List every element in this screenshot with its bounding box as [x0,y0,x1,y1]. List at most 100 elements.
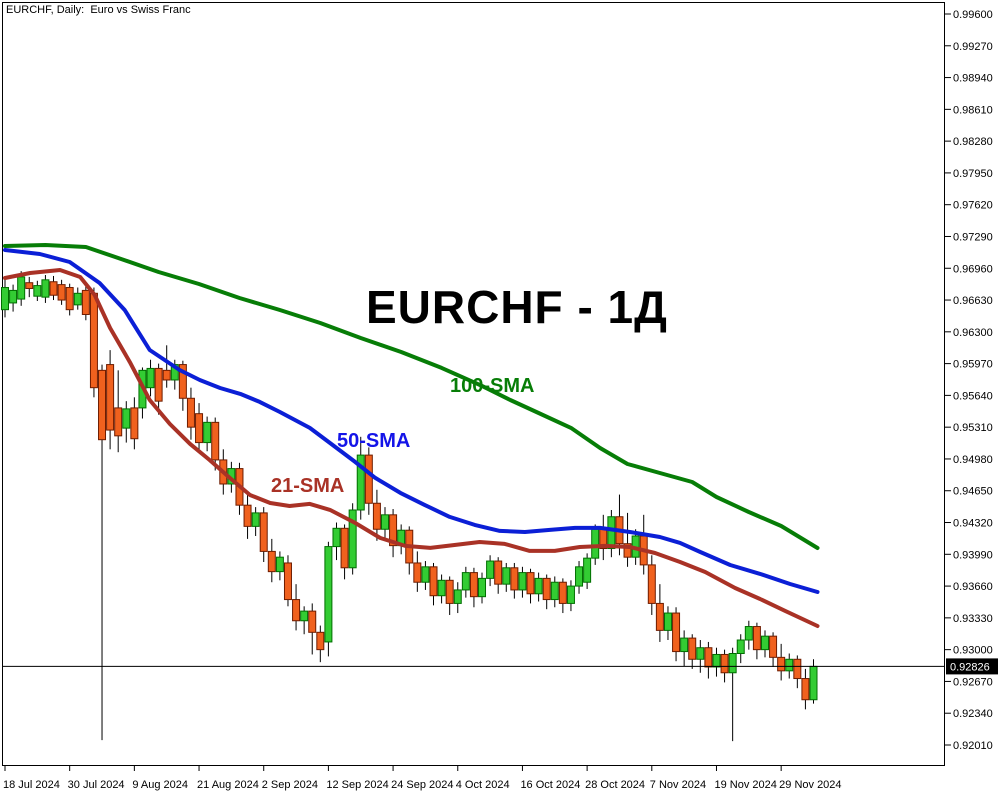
price-axis[interactable]: 0.99600 0.99270 0.98940 0.98610 0.98280 0.979… [945,9,993,752]
candle-bear [98,369,107,441]
candle-bear [704,647,713,668]
candle-bear [283,562,292,601]
price-tick-label: 0.96300 [953,327,993,339]
candles-layer [1,271,818,742]
candle-bear [389,514,398,547]
candle-bear [89,292,98,389]
candle-bull [324,546,333,643]
price-tick-label: 0.92670 [953,676,993,688]
candle-bull [728,652,737,674]
price-tick-label: 0.93000 [953,645,993,657]
candle-bull [809,665,818,701]
price-tick-label: 0.93990 [953,549,993,561]
candle-bear [308,610,317,633]
price-tick-label: 0.96630 [953,295,993,307]
candle-bear [647,564,656,604]
candle-bear [243,504,252,527]
sma-line-21-sma [3,268,820,628]
date-tick-label: 19 Nov 2024 [714,779,776,791]
current-price-marker [946,658,998,675]
current-price-value: 0.92826 [950,661,990,673]
candle-bull [122,408,131,429]
sma-line-100-sma [3,243,820,550]
candle-bear [801,678,810,701]
candle-bull [736,639,745,654]
candle-bull [17,276,26,300]
candle-bear [793,658,802,680]
date-tick-label: 7 Nov 2024 [650,779,706,791]
candle-bear [178,364,187,399]
price-tick-label: 0.95970 [953,359,993,371]
label-21-sma: 21-SMA [271,475,345,497]
candle-bull [680,637,689,653]
candle-bear [769,635,778,658]
candle-bear [558,581,567,604]
candle-bull [550,581,559,601]
candle-bear [688,637,697,660]
candle-bear [316,631,325,651]
candle-bear [469,572,478,598]
price-tick-label: 0.96960 [953,263,993,275]
price-tick-label: 0.94980 [953,454,993,466]
date-tick-label: 30 Jul 2024 [68,779,125,791]
date-tick-label: 24 Sep 2024 [391,779,453,791]
candle-bull [502,567,511,585]
candle-bear [25,282,34,289]
candle-bull [744,626,753,641]
candle-bear [162,369,171,381]
price-tick-label: 0.93660 [953,581,993,593]
price-tick-label: 0.99270 [953,41,993,53]
price-tick-label: 0.98610 [953,104,993,116]
candle-bear [364,454,373,504]
candle-bear [57,284,66,301]
candle-bear [752,626,761,651]
price-tick-label: 0.97620 [953,200,993,212]
candle-bear [720,653,729,674]
candle-bull [275,556,284,573]
label-50-sma: 50-SMA [337,430,411,452]
chart-watermark-title: EURCHF - 1Д [366,281,668,333]
candle-bull [251,512,260,527]
candle-bear [429,566,438,597]
candle-bear [494,560,503,585]
candle-bull [591,528,600,559]
candle-bear [292,599,301,622]
plot-frame [2,2,945,766]
candle-bull [421,566,430,583]
candle-bull [518,572,527,591]
price-tick-label: 0.92340 [953,708,993,720]
candle-bear [510,567,519,591]
price-tick-label: 0.97290 [953,231,993,243]
candle-bull [785,658,794,672]
candle-bear [65,287,74,311]
price-tick-label: 0.95310 [953,422,993,434]
candle-bull [663,612,672,631]
date-tick-label: 16 Oct 2024 [520,779,580,791]
candle-bull [9,289,18,304]
candle-bear [413,562,422,583]
date-tick-label: 28 Oct 2024 [585,779,645,791]
date-tick-label: 9 Aug 2024 [132,779,188,791]
candle-bull [534,577,543,595]
candle-bear [259,512,268,552]
candle-bull [607,516,616,550]
time-axis[interactable]: 18 Jul 2024 30 Jul 2024 9 Aug 2024 21 Aug 2… [3,766,842,791]
candle-bear [777,656,786,672]
candle-bull [760,635,769,651]
sma-line-50-sma [3,248,820,594]
candle-bear [526,572,535,595]
candle-bear [211,421,220,461]
date-tick-label: 18 Jul 2024 [3,779,60,791]
candle-bull [356,454,365,511]
candle-bull [300,610,309,622]
price-tick-label: 0.94320 [953,518,993,530]
candle-bull [73,292,82,306]
candle-bull [1,287,9,311]
candle-bull [575,566,584,587]
candle-bull [332,527,341,548]
candle-bear [623,543,632,558]
price-tick-label: 0.98280 [953,136,993,148]
candle-bull [146,367,155,389]
